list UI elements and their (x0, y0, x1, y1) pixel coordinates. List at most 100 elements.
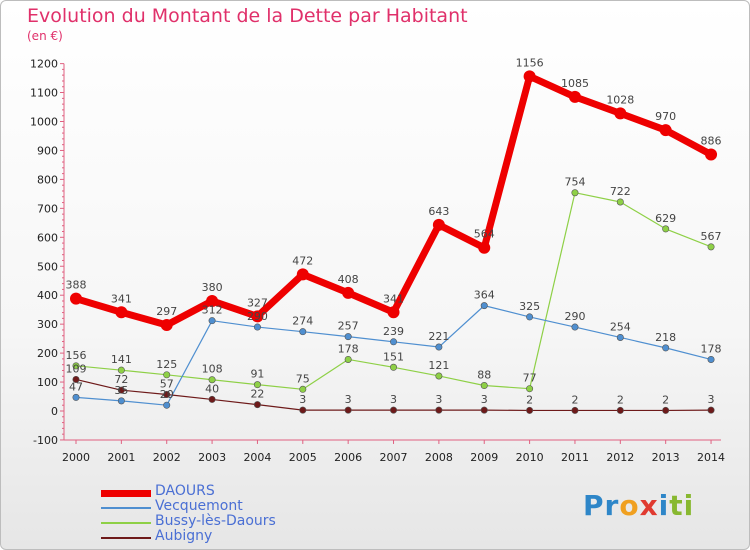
point-bussy-l-s-daours (163, 371, 171, 379)
y-tick-label: 1100 (30, 87, 58, 100)
data-label-aubigny: 2 (617, 393, 624, 406)
point-daours (160, 319, 173, 332)
x-tick-label: 2011 (561, 451, 589, 464)
data-label-vecquemont: 274 (292, 315, 313, 328)
y-tick-label: 400 (37, 289, 58, 302)
data-label-aubigny: 3 (481, 393, 488, 406)
data-label-bussy-l-s-daours: 125 (156, 358, 177, 371)
y-tick-label: 100 (37, 376, 58, 389)
point-vecquemont (571, 323, 579, 331)
legend-swatch (101, 537, 151, 539)
point-vecquemont (662, 344, 670, 352)
point-daours (342, 286, 355, 299)
x-tick-label: 2000 (62, 451, 90, 464)
point-aubigny (344, 406, 352, 414)
point-vecquemont (390, 338, 398, 346)
series-aubigny (72, 375, 715, 414)
y-tick-label: 0 (51, 405, 58, 418)
data-label-aubigny: 22 (250, 388, 264, 401)
data-label-bussy-l-s-daours: 88 (477, 369, 491, 382)
data-label-daours: 380 (202, 281, 223, 294)
point-bussy-l-s-daours (299, 385, 307, 393)
point-daours (523, 70, 536, 83)
point-vecquemont (616, 333, 624, 341)
x-tick-label: 2001 (107, 451, 135, 464)
point-daours (115, 306, 128, 319)
point-bussy-l-s-daours (390, 363, 398, 371)
data-label-vecquemont: 218 (655, 331, 676, 344)
point-aubigny (435, 406, 443, 414)
point-bussy-l-s-daours (526, 385, 534, 393)
point-daours (251, 310, 264, 323)
point-bussy-l-s-daours (208, 376, 216, 384)
data-label-aubigny: 3 (345, 393, 352, 406)
data-label-vecquemont: 290 (564, 310, 585, 323)
data-label-vecquemont: 221 (428, 330, 449, 343)
data-label-vecquemont: 257 (338, 320, 359, 333)
x-tick-label: 2006 (334, 451, 362, 464)
data-label-vecquemont: 290 (247, 310, 268, 323)
data-label-daours: 297 (156, 305, 177, 318)
data-label-bussy-l-s-daours: 75 (296, 372, 310, 385)
data-label-vecquemont: 254 (610, 320, 631, 333)
data-label-vecquemont: 325 (519, 300, 540, 313)
data-label-bussy-l-s-daours: 156 (66, 349, 87, 362)
point-bussy-l-s-daours (480, 382, 488, 390)
x-tick-label: 2010 (516, 451, 544, 464)
point-bussy-l-s-daours (117, 366, 125, 374)
point-bussy-l-s-daours (253, 381, 261, 389)
data-label-daours: 341 (111, 292, 132, 305)
brand-letter: x (639, 489, 659, 522)
y-tick-label: 500 (37, 260, 58, 273)
y-tick-label: 1200 (30, 58, 58, 71)
data-label-bussy-l-s-daours: 121 (428, 359, 449, 372)
axes: -100 0 100 200 300 400 500 600 700 800 900 1000 1100… (30, 58, 725, 464)
data-label-daours: 1156 (516, 56, 544, 69)
data-label-daours: 643 (428, 205, 449, 218)
data-label-aubigny: 40 (205, 382, 219, 395)
point-aubigny (72, 375, 80, 383)
data-label-daours: 970 (655, 110, 676, 123)
brand-letter: o (619, 489, 640, 522)
data-label-bussy-l-s-daours: 722 (610, 185, 631, 198)
data-label-vecquemont: 364 (474, 289, 495, 302)
legend-label: Aubigny (155, 528, 213, 544)
point-vecquemont (344, 333, 352, 341)
data-label-bussy-l-s-daours: 77 (523, 372, 537, 385)
point-aubigny (662, 406, 670, 414)
x-tick-label: 2008 (425, 451, 453, 464)
data-label-aubigny: 2 (662, 393, 669, 406)
point-daours (478, 241, 491, 254)
point-aubigny (299, 406, 307, 414)
point-bussy-l-s-daours (72, 362, 80, 370)
data-label-aubigny: 2 (526, 393, 533, 406)
point-aubigny (707, 406, 715, 414)
point-vecquemont (163, 401, 171, 409)
y-tick-label: 900 (37, 144, 58, 157)
point-vecquemont (299, 328, 307, 336)
brand-logo: Proxiti (583, 489, 694, 522)
point-vecquemont (526, 313, 534, 321)
point-bussy-l-s-daours (616, 198, 624, 206)
point-vecquemont (253, 323, 261, 331)
data-label-daours: 341 (383, 292, 404, 305)
x-tick-label: 2014 (697, 451, 725, 464)
x-tick-label: 2002 (153, 451, 181, 464)
data-label-vecquemont: 20 (160, 388, 174, 401)
point-aubigny (616, 406, 624, 414)
y-tick-label: 600 (37, 231, 58, 244)
data-label-daours: 388 (66, 279, 87, 292)
point-aubigny (390, 406, 398, 414)
data-label-bussy-l-s-daours: 91 (250, 368, 264, 381)
point-daours (206, 294, 219, 307)
legend-label: Bussy-lès-Daours (155, 513, 276, 529)
point-aubigny (253, 401, 261, 409)
point-aubigny (571, 406, 579, 414)
data-label-aubigny: 57 (160, 377, 174, 390)
point-bussy-l-s-daours (707, 243, 715, 251)
data-label-daours: 327 (247, 296, 268, 309)
brand-letter: i (683, 489, 695, 522)
